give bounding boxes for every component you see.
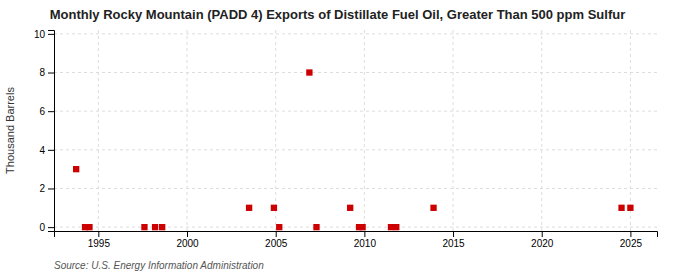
grid-line bbox=[364, 30, 365, 231]
point bbox=[393, 224, 399, 230]
grid-line bbox=[54, 33, 657, 34]
tick-label: 2005 bbox=[265, 238, 288, 249]
point bbox=[306, 69, 312, 75]
tick: 2010 bbox=[354, 231, 377, 249]
axis-line bbox=[55, 232, 658, 238]
grid-line bbox=[54, 72, 657, 73]
grid-line bbox=[275, 30, 276, 231]
point bbox=[430, 205, 436, 211]
point bbox=[271, 205, 277, 211]
axis-line bbox=[48, 31, 55, 232]
point bbox=[347, 205, 353, 211]
tick: 2015 bbox=[442, 231, 465, 249]
tick-label: 2015 bbox=[442, 238, 465, 249]
tick-mark bbox=[364, 231, 365, 237]
tick-label: 2000 bbox=[176, 238, 199, 249]
plot: 1995 2000 2005 2010 2015 2020 2025 0 2 4 6 8 10 bbox=[34, 29, 658, 250]
tick: 1995 bbox=[88, 231, 111, 249]
point bbox=[159, 224, 165, 230]
tick: 2005 bbox=[265, 231, 288, 249]
point bbox=[313, 224, 319, 230]
tick-mark bbox=[276, 231, 277, 237]
grid-line bbox=[453, 30, 454, 231]
y-axis-title: Thousand Barrels bbox=[4, 87, 16, 174]
point bbox=[73, 166, 79, 172]
tick-label: 4 bbox=[39, 145, 45, 156]
grid-line bbox=[54, 188, 657, 189]
point bbox=[141, 224, 147, 230]
tick-mark bbox=[48, 150, 54, 151]
tick-label: 10 bbox=[34, 29, 46, 40]
tick: 2000 bbox=[176, 231, 199, 249]
grid-line bbox=[630, 30, 631, 231]
tick: 4 bbox=[39, 145, 54, 156]
tick-label: 2025 bbox=[620, 238, 643, 249]
tick-mark bbox=[187, 231, 188, 237]
grid bbox=[54, 30, 657, 231]
tick-mark bbox=[630, 231, 631, 237]
tick-label: 6 bbox=[39, 106, 45, 117]
tick-mark bbox=[48, 73, 54, 74]
tick: 2 bbox=[39, 183, 54, 194]
tick-label: 0 bbox=[39, 222, 45, 233]
tick-label: 2010 bbox=[354, 238, 377, 249]
grid-line bbox=[541, 30, 542, 231]
grid-line bbox=[187, 30, 188, 231]
tick-label: 8 bbox=[39, 67, 45, 78]
grid-line bbox=[54, 111, 657, 112]
points bbox=[73, 69, 634, 230]
point bbox=[152, 224, 158, 230]
tick-label: 2020 bbox=[531, 238, 554, 249]
point bbox=[627, 205, 633, 211]
tick-mark bbox=[453, 231, 454, 237]
title: Monthly Rocky Mountain (PADD 4) Exports … bbox=[50, 7, 625, 22]
x-axis: 1995 2000 2005 2010 2015 2020 2025 bbox=[55, 231, 658, 249]
tick-mark bbox=[542, 231, 543, 237]
tick: 2025 bbox=[620, 231, 643, 249]
y-axis: 0 2 4 6 8 10 bbox=[34, 29, 55, 233]
tick-mark bbox=[48, 34, 54, 35]
tick: 8 bbox=[39, 67, 54, 78]
tick: 0 bbox=[39, 222, 54, 233]
grid-line bbox=[98, 30, 99, 231]
point bbox=[618, 205, 624, 211]
tick: 2020 bbox=[531, 231, 554, 249]
chart: 1995 2000 2005 2010 2015 2020 2025 0 2 4 6 8 10 Month… bbox=[0, 0, 675, 275]
tick-mark bbox=[48, 111, 54, 112]
point bbox=[86, 224, 92, 230]
tick-mark bbox=[48, 227, 54, 228]
tick: 10 bbox=[34, 29, 54, 40]
point bbox=[276, 224, 282, 230]
tick-mark bbox=[48, 188, 54, 189]
tick-mark bbox=[98, 231, 99, 237]
grid-line bbox=[54, 149, 657, 150]
tick: 6 bbox=[39, 106, 54, 117]
tick-label: 2 bbox=[39, 183, 45, 194]
source: Source: U.S. Energy Information Administ… bbox=[54, 260, 264, 271]
tick-label: 1995 bbox=[88, 238, 111, 249]
point bbox=[246, 205, 252, 211]
point bbox=[359, 224, 365, 230]
